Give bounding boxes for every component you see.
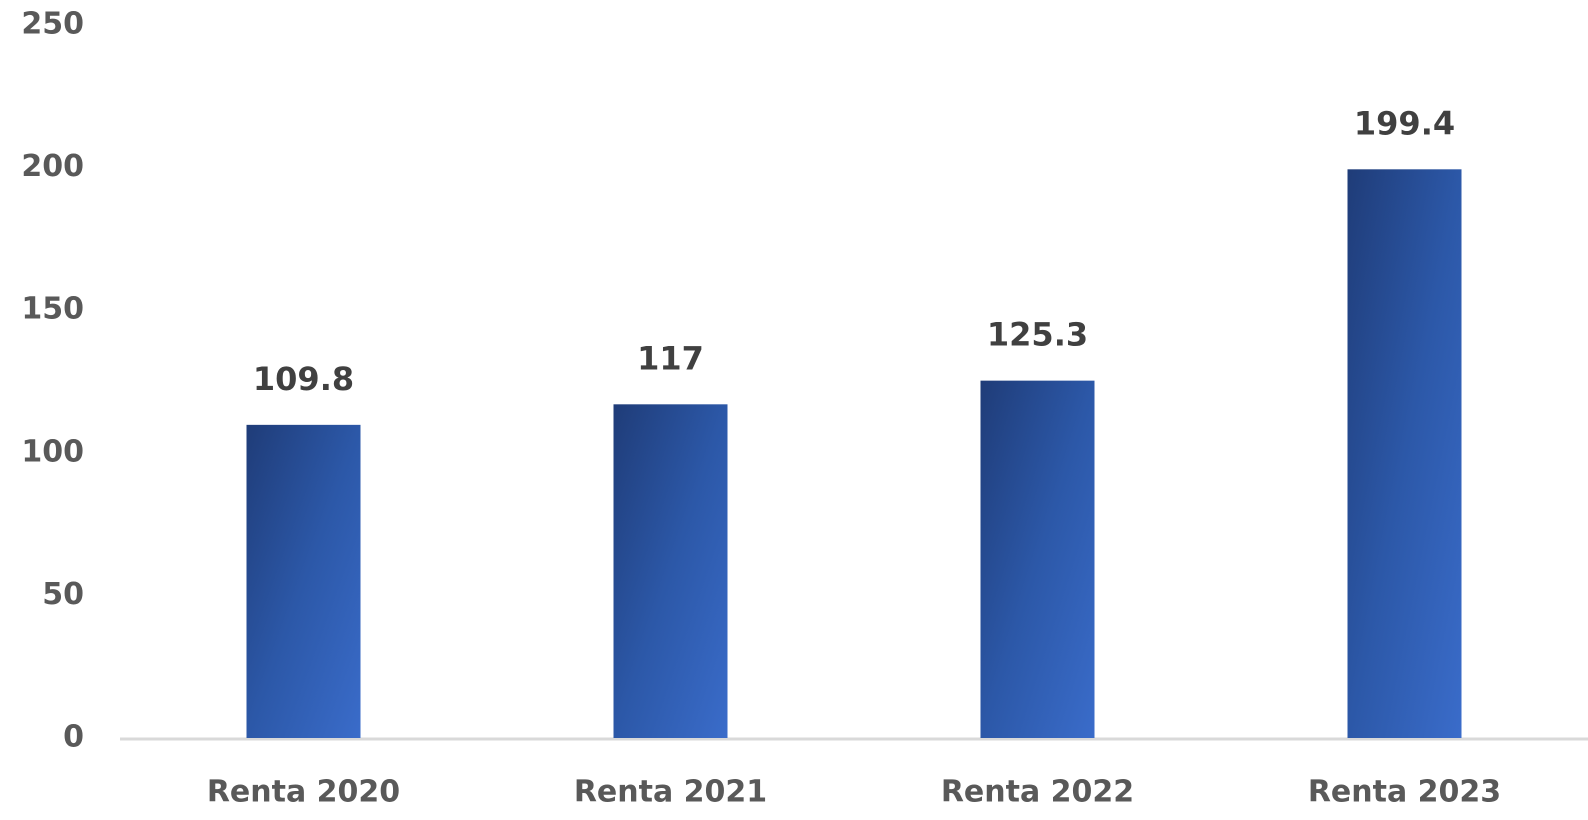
data-label: 199.4 [1354,104,1455,142]
data-label: 125.3 [987,316,1088,354]
y-tick-label: 250 [21,7,84,42]
bar [613,404,728,738]
y-tick-label: 200 [21,149,84,184]
data-label: 109.8 [253,360,354,398]
x-tick-label: Renta 2023 [1308,775,1501,810]
x-tick-label: Renta 2022 [941,775,1134,810]
bar [980,380,1095,738]
y-tick-label: 0 [63,720,84,755]
x-tick-label: Renta 2020 [207,775,400,810]
y-tick-label: 50 [42,577,84,612]
x-tick-label: Renta 2021 [574,775,767,810]
bar [246,424,361,738]
y-tick-label: 100 [21,434,84,469]
data-label: 117 [637,339,704,377]
y-tick-label: 150 [21,292,84,327]
bar [1347,169,1462,738]
